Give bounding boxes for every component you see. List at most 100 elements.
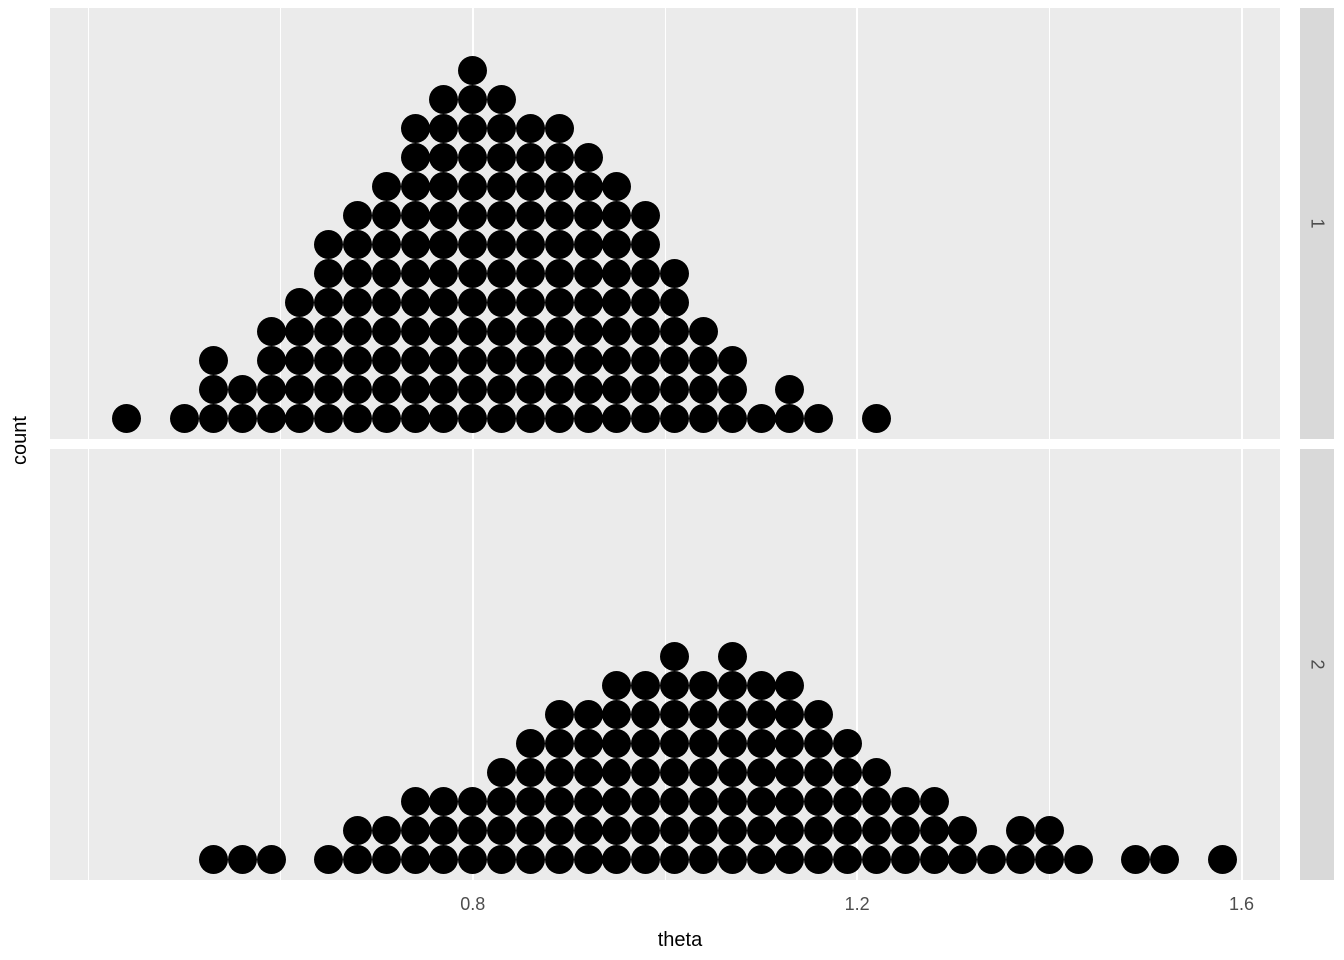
dot bbox=[689, 729, 718, 758]
dot bbox=[545, 346, 574, 375]
dot bbox=[602, 288, 631, 317]
dot bbox=[1006, 845, 1035, 874]
dot bbox=[516, 172, 545, 201]
dot bbox=[747, 758, 776, 787]
dot bbox=[660, 758, 689, 787]
dot bbox=[458, 230, 487, 259]
dot bbox=[372, 259, 401, 288]
dot bbox=[574, 346, 603, 375]
dot bbox=[775, 700, 804, 729]
dot bbox=[257, 375, 286, 404]
dot bbox=[228, 404, 257, 433]
gridline-minor bbox=[665, 8, 666, 439]
dot bbox=[602, 816, 631, 845]
dot bbox=[458, 201, 487, 230]
dot bbox=[487, 114, 516, 143]
dot bbox=[804, 787, 833, 816]
dot bbox=[660, 288, 689, 317]
dot bbox=[747, 845, 776, 874]
dot bbox=[1208, 845, 1237, 874]
dot bbox=[228, 845, 257, 874]
dot bbox=[660, 671, 689, 700]
dot bbox=[631, 758, 660, 787]
dot bbox=[602, 259, 631, 288]
dot bbox=[689, 404, 718, 433]
dot bbox=[718, 346, 747, 375]
dot bbox=[545, 201, 574, 230]
dot bbox=[343, 288, 372, 317]
dot bbox=[574, 201, 603, 230]
dot bbox=[1121, 845, 1150, 874]
dot bbox=[718, 375, 747, 404]
dot bbox=[631, 729, 660, 758]
dot bbox=[487, 143, 516, 172]
dot bbox=[401, 317, 430, 346]
dot bbox=[516, 787, 545, 816]
dot bbox=[285, 404, 314, 433]
dot bbox=[660, 346, 689, 375]
y-axis-label-container: count bbox=[0, 0, 40, 880]
dot bbox=[285, 346, 314, 375]
dot bbox=[689, 758, 718, 787]
facet-strip-2: 2 bbox=[1300, 449, 1334, 880]
dot bbox=[545, 758, 574, 787]
dot bbox=[602, 787, 631, 816]
dot bbox=[487, 288, 516, 317]
dot bbox=[516, 288, 545, 317]
dot bbox=[199, 375, 228, 404]
dot bbox=[429, 259, 458, 288]
dot bbox=[401, 143, 430, 172]
dot bbox=[199, 845, 228, 874]
dot bbox=[631, 230, 660, 259]
dot bbox=[458, 288, 487, 317]
dot bbox=[545, 259, 574, 288]
dot bbox=[602, 317, 631, 346]
dot bbox=[718, 404, 747, 433]
dot bbox=[718, 845, 747, 874]
dot bbox=[372, 288, 401, 317]
dot bbox=[343, 230, 372, 259]
dot bbox=[747, 816, 776, 845]
dot bbox=[631, 700, 660, 729]
dot bbox=[660, 404, 689, 433]
dot bbox=[545, 700, 574, 729]
dot bbox=[948, 845, 977, 874]
dot bbox=[372, 404, 401, 433]
dot bbox=[458, 375, 487, 404]
dot bbox=[631, 845, 660, 874]
dot bbox=[862, 404, 891, 433]
dot bbox=[516, 259, 545, 288]
dot bbox=[343, 375, 372, 404]
dot bbox=[314, 259, 343, 288]
dot bbox=[631, 404, 660, 433]
gridline-minor bbox=[280, 8, 281, 439]
dot bbox=[545, 375, 574, 404]
dot bbox=[372, 845, 401, 874]
dot bbox=[343, 845, 372, 874]
dot bbox=[775, 787, 804, 816]
gridline-minor bbox=[88, 8, 89, 439]
dot bbox=[429, 143, 458, 172]
dot bbox=[372, 346, 401, 375]
dot bbox=[920, 816, 949, 845]
dot bbox=[487, 259, 516, 288]
dot bbox=[257, 346, 286, 375]
dot bbox=[660, 317, 689, 346]
gridline-minor bbox=[88, 449, 89, 880]
dot bbox=[314, 845, 343, 874]
dot bbox=[372, 201, 401, 230]
dot bbox=[602, 346, 631, 375]
dot bbox=[487, 816, 516, 845]
dot bbox=[574, 404, 603, 433]
dot bbox=[602, 700, 631, 729]
dot bbox=[487, 172, 516, 201]
dot bbox=[429, 816, 458, 845]
dot bbox=[487, 85, 516, 114]
dot bbox=[1035, 845, 1064, 874]
dot bbox=[285, 317, 314, 346]
dot bbox=[689, 700, 718, 729]
dot bbox=[920, 787, 949, 816]
dot bbox=[689, 375, 718, 404]
dot bbox=[718, 671, 747, 700]
dot bbox=[833, 845, 862, 874]
